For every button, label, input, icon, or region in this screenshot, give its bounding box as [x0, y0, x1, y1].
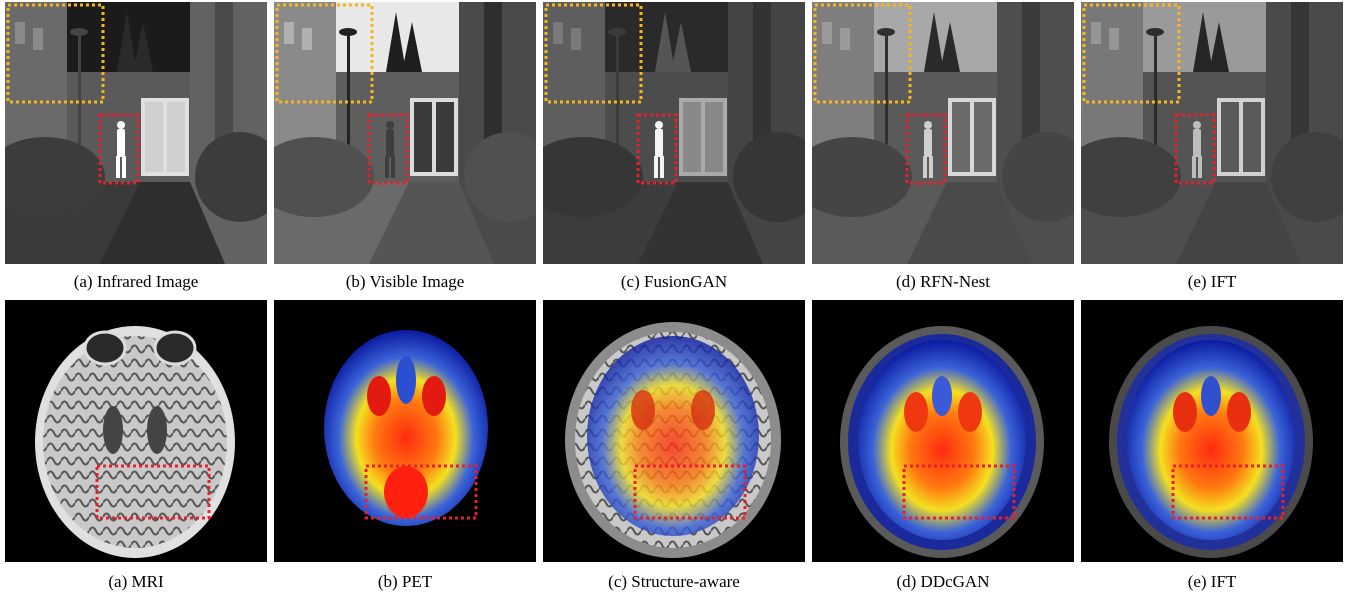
- caption-rfn-nest: (d) RFN-Nest: [896, 272, 990, 291]
- fusiongan-image: [543, 2, 805, 264]
- caption-fusiongan: (c) FusionGAN: [620, 272, 728, 291]
- caption-mri: (a) MRI: [108, 572, 164, 591]
- infrared-image: [5, 2, 267, 264]
- panel-visible: (b) Visible Image: [274, 0, 536, 300]
- panel-ift-row1: (e) IFT: [1081, 0, 1343, 300]
- panel-mri: (a) MRI: [5, 298, 267, 594]
- row-ir-visible: (a) Infrared Image (b) Visible Image (c)…: [5, 0, 1343, 300]
- caption-infrared: (a) Infrared Image: [73, 272, 199, 291]
- caption-pet: (b) PET: [377, 572, 433, 591]
- panel-structure-aware: (c) Structure-aware: [543, 298, 805, 594]
- ddcgan-image: [812, 300, 1074, 562]
- ift-image-row1: [1081, 2, 1343, 264]
- panel-infrared: (a) Infrared Image: [5, 0, 267, 300]
- panel-fusiongan: (c) FusionGAN: [543, 0, 805, 300]
- structure-aware-image: [543, 300, 805, 562]
- visible-image: [274, 2, 536, 264]
- panel-rfn-nest: (d) RFN-Nest: [812, 0, 1074, 300]
- pet-image: [274, 300, 536, 562]
- panel-ift-row2: (e) IFT: [1081, 298, 1343, 594]
- mri-image: [5, 300, 267, 562]
- caption-visible: (b) Visible Image: [345, 272, 465, 291]
- rfn-nest-image: [812, 2, 1074, 264]
- ift-image-row2: [1081, 300, 1343, 562]
- row-mri-pet: (a) MRI (b) PET (c) St: [0, 298, 1348, 594]
- caption-ddcgan: (d) DDcGAN: [896, 572, 990, 591]
- panel-ddcgan: (d) DDcGAN: [812, 298, 1074, 594]
- caption-ift-row1: (e) IFT: [1187, 272, 1237, 291]
- caption-ift-row2: (e) IFT: [1187, 572, 1237, 591]
- panel-pet: (b) PET: [274, 298, 536, 594]
- caption-structure-aware: (c) Structure-aware: [608, 572, 740, 591]
